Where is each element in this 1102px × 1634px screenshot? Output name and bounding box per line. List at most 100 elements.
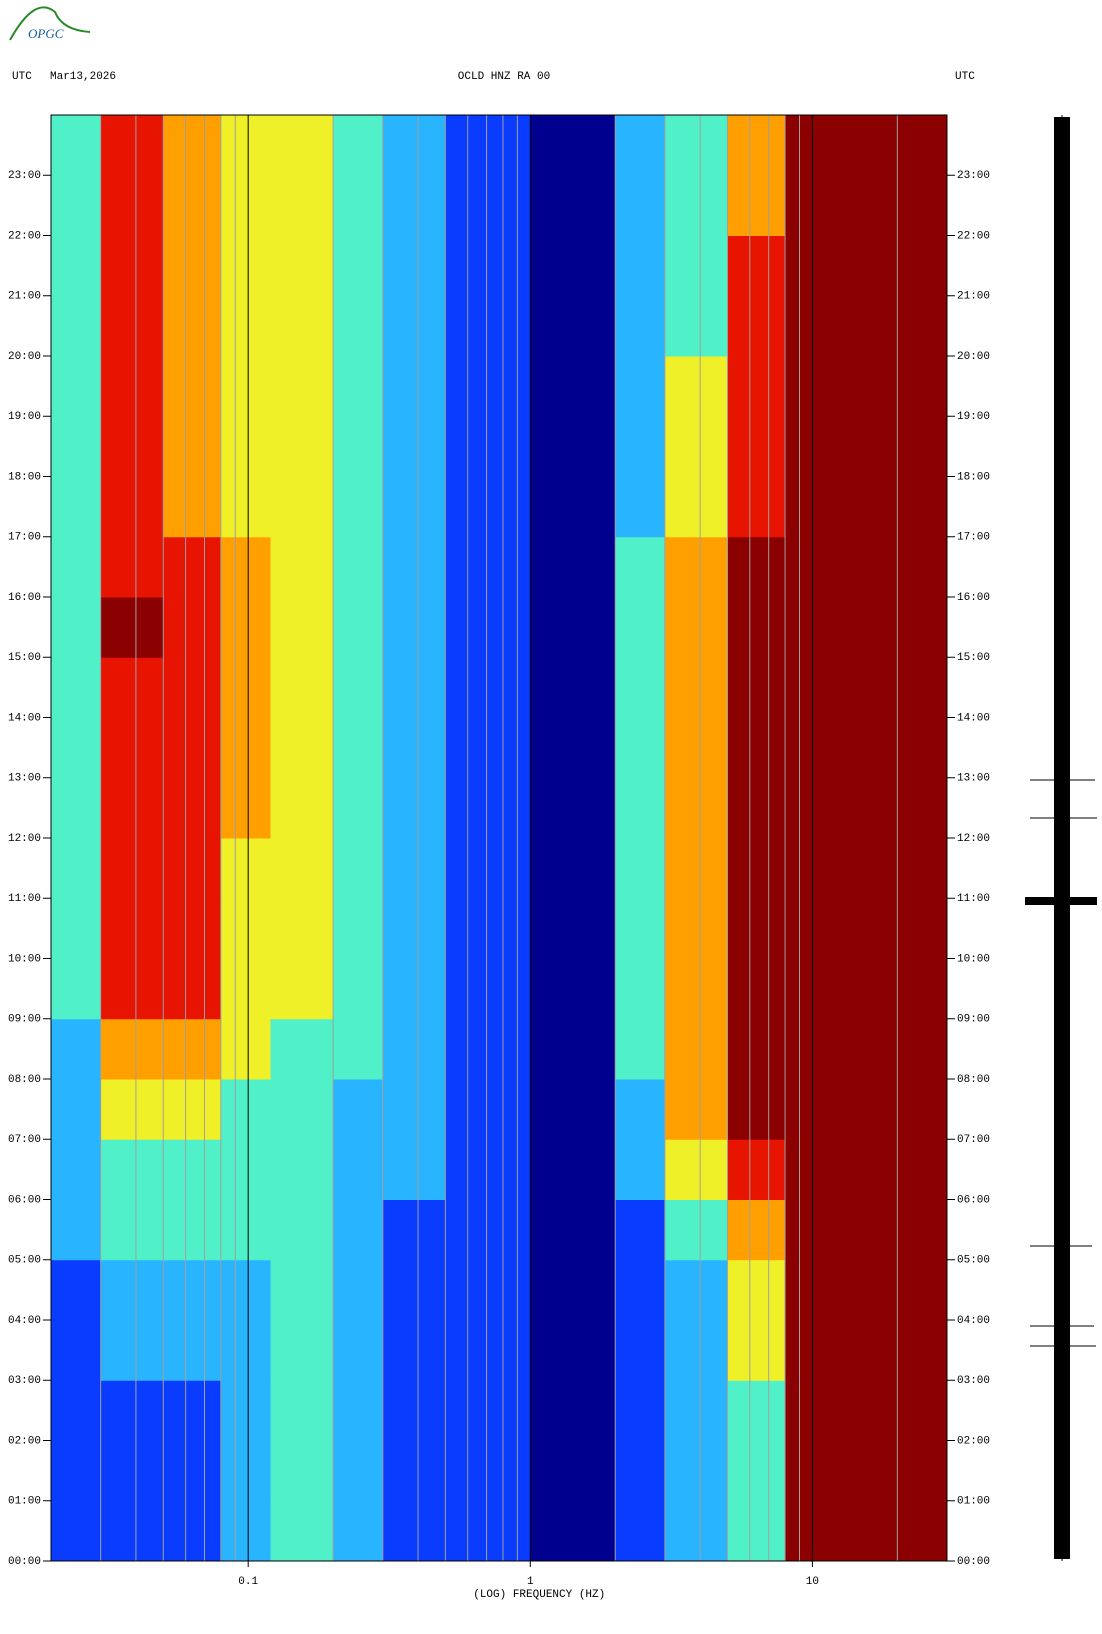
- heatmap-cell: [785, 717, 948, 779]
- heatmap-cell: [333, 717, 384, 779]
- heatmap-cell: [270, 536, 334, 598]
- heatmap-cell: [220, 1380, 272, 1441]
- y-tick-label: 20:00: [957, 351, 990, 363]
- heatmap-cell: [220, 1320, 272, 1381]
- heatmap-cell: [615, 717, 666, 779]
- heatmap-cell: [785, 1380, 948, 1441]
- heatmap-cell: [100, 1380, 164, 1441]
- heatmap-cell: [51, 1079, 102, 1140]
- heatmap-cell: [382, 1079, 446, 1140]
- y-tick-label: 16:00: [8, 592, 41, 604]
- heatmap-cell: [333, 597, 384, 658]
- y-tick-label: 11:00: [8, 893, 41, 905]
- heatmap-cell: [727, 115, 786, 176]
- heatmap-cell: [333, 1440, 384, 1502]
- heatmap-cell: [664, 1320, 728, 1381]
- x-tick-label: 10: [806, 1576, 819, 1588]
- heatmap-cell: [51, 838, 102, 899]
- heatmap-cell: [100, 1139, 164, 1200]
- heatmap-cell: [333, 1079, 384, 1140]
- heatmap-cell: [163, 536, 222, 598]
- heatmap-cell: [270, 898, 334, 959]
- heatmap-cell: [445, 416, 531, 477]
- y-tick-label: 21:00: [8, 291, 41, 303]
- heatmap-cell: [615, 476, 666, 538]
- heatmap-cell: [727, 476, 786, 538]
- heatmap-cell: [220, 597, 272, 658]
- heatmap-cell: [51, 235, 102, 297]
- heatmap-cell: [270, 235, 334, 297]
- heatmap-cell: [220, 536, 272, 598]
- heatmap-cell: [333, 1500, 384, 1562]
- y-tick-label: 03:00: [957, 1375, 990, 1387]
- heatmap-cell: [382, 476, 446, 538]
- heatmap-cell: [664, 175, 728, 236]
- heatmap-cell: [220, 1139, 272, 1200]
- heatmap-cell: [530, 597, 616, 658]
- heatmap-cell: [51, 115, 102, 176]
- heatmap-cell: [615, 295, 666, 357]
- heatmap-cell: [100, 356, 164, 417]
- heatmap-cell: [163, 476, 222, 538]
- heatmap-cell: [785, 1500, 948, 1562]
- heatmap-cell: [445, 838, 531, 899]
- y-tick-label: 19:00: [8, 411, 41, 423]
- heatmap-cell: [530, 1320, 616, 1381]
- y-tick-label: 21:00: [957, 291, 990, 303]
- heatmap-cell: [51, 476, 102, 538]
- y-tick-label: 02:00: [8, 1435, 41, 1447]
- y-tick-label: 12:00: [957, 833, 990, 845]
- heatmap-cell: [785, 1199, 948, 1261]
- heatmap-cell: [727, 597, 786, 658]
- heatmap-cell: [100, 476, 164, 538]
- y-tick-label: 18:00: [8, 471, 41, 483]
- heatmap-cell: [445, 175, 531, 236]
- heatmap-cell: [785, 898, 948, 959]
- heatmap-cell: [530, 1139, 616, 1200]
- heatmap-cell: [220, 476, 272, 538]
- y-tick-label: 12:00: [8, 833, 41, 845]
- y-tick-label: 10:00: [957, 953, 990, 965]
- heatmap-cell: [615, 1199, 666, 1261]
- heatmap-cell: [100, 416, 164, 477]
- heatmap-cell: [163, 356, 222, 417]
- y-tick-label: 04:00: [8, 1315, 41, 1327]
- heatmap-cell: [727, 1199, 786, 1261]
- x-tick-label: 1: [527, 1576, 534, 1588]
- heatmap-cell: [785, 356, 948, 417]
- heatmap-cell: [270, 777, 334, 839]
- heatmap-cell: [163, 1139, 222, 1200]
- y-tick-label: 22:00: [957, 230, 990, 242]
- heatmap-cell: [51, 1440, 102, 1502]
- heatmap-cell: [615, 1500, 666, 1562]
- x-tick-label: 0.1: [238, 1576, 258, 1588]
- y-tick-label: 19:00: [957, 411, 990, 423]
- heatmap-cell: [530, 115, 616, 176]
- heatmap-cell: [727, 838, 786, 899]
- heatmap-cell: [785, 235, 948, 297]
- heatmap-cell: [727, 717, 786, 779]
- heatmap-cell: [333, 1018, 384, 1080]
- y-tick-label: 01:00: [957, 1496, 990, 1508]
- heatmap-cell: [382, 175, 446, 236]
- heatmap-cell: [382, 536, 446, 598]
- heatmap-cell: [785, 1259, 948, 1321]
- heatmap-cell: [727, 1440, 786, 1502]
- heatmap-cell: [615, 597, 666, 658]
- heatmap-cell: [270, 1440, 334, 1502]
- heatmap-cell: [727, 1320, 786, 1381]
- heatmap-cell: [270, 1500, 334, 1562]
- heatmap-cell: [664, 838, 728, 899]
- heatmap-cell: [382, 1500, 446, 1562]
- y-tick-label: 14:00: [957, 712, 990, 724]
- heatmap-cell: [445, 1199, 531, 1261]
- heatmap-cell: [333, 1320, 384, 1381]
- heatmap-cell: [100, 1500, 164, 1562]
- heatmap-cell: [445, 1500, 531, 1562]
- heatmap-cell: [445, 115, 531, 176]
- heatmap-cell: [530, 175, 616, 236]
- heatmap-cell: [270, 717, 334, 779]
- heatmap-cell: [445, 1079, 531, 1140]
- heatmap-cell: [333, 115, 384, 176]
